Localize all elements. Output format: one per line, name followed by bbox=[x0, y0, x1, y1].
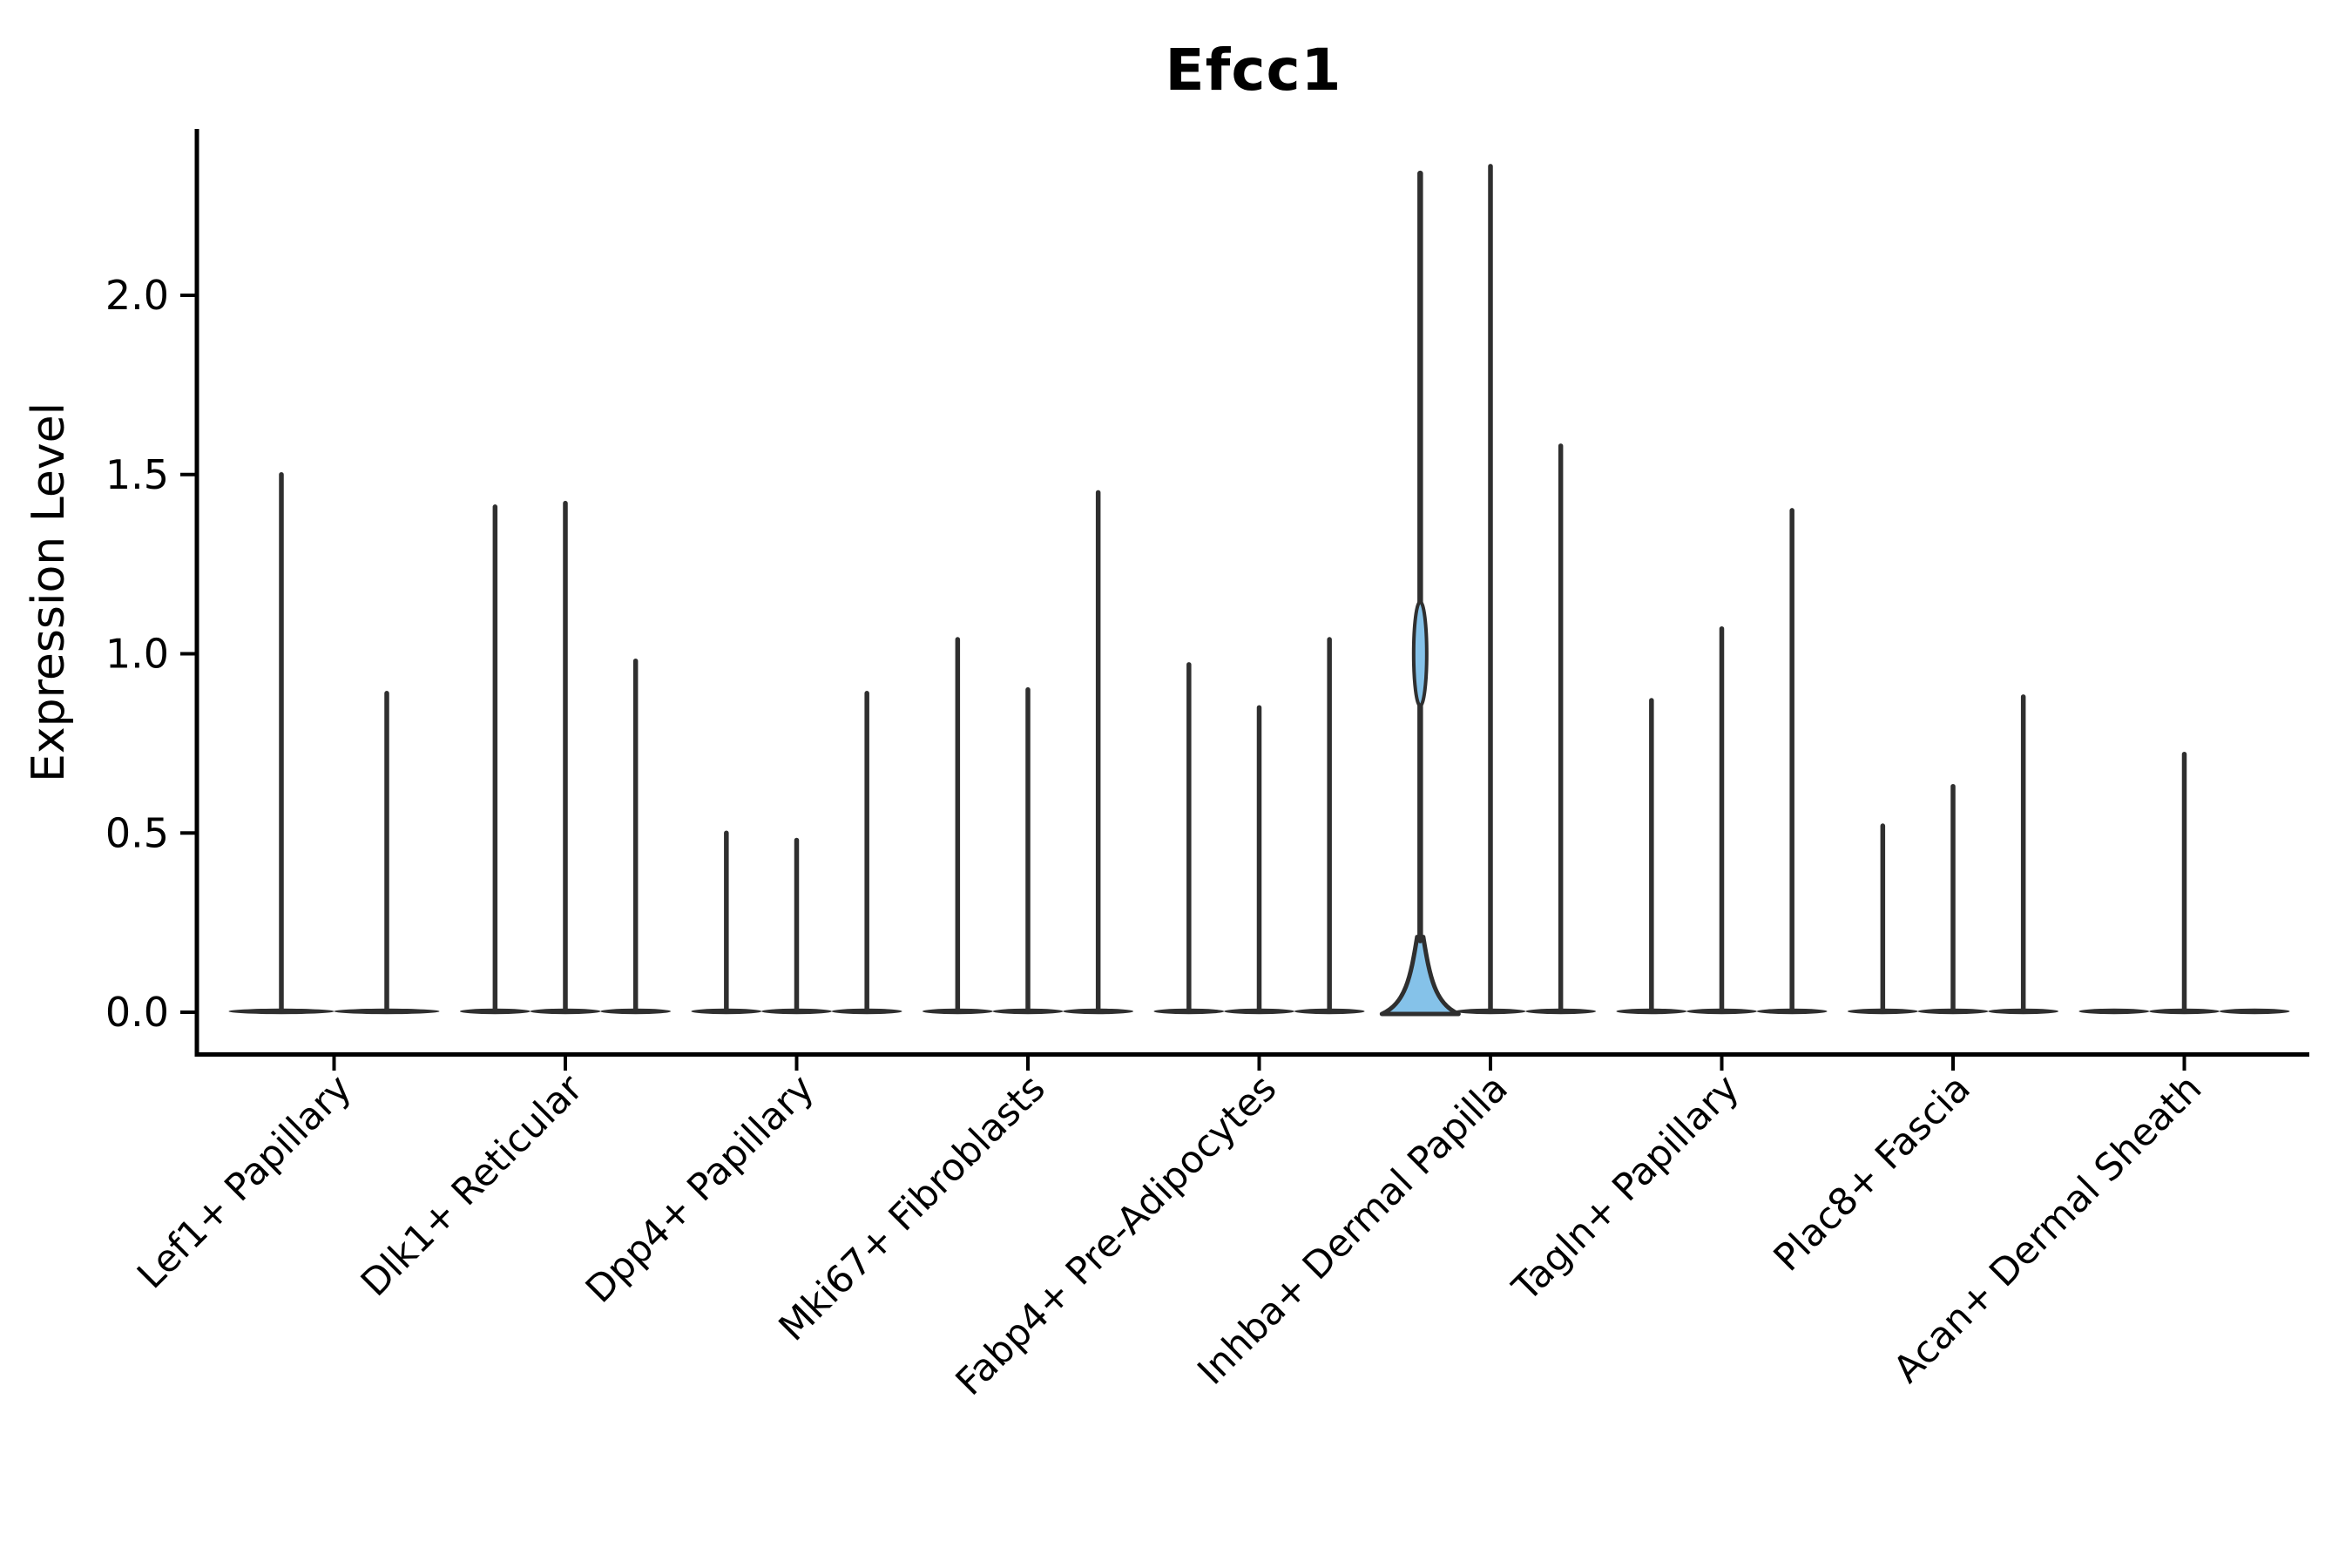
y-tick-label: 2.0 bbox=[105, 272, 169, 319]
y-tick-label: 1.5 bbox=[105, 451, 169, 498]
x-tick-label: Mki67+ Fibroblasts bbox=[771, 1066, 1054, 1349]
highlighted-violin-base bbox=[1379, 935, 1461, 1017]
y-tick-label: 0.5 bbox=[105, 809, 169, 856]
y-tick-label: 0.0 bbox=[105, 989, 169, 1036]
violin-base bbox=[2078, 1008, 2150, 1015]
x-tick-label: Lef1+ Papillary bbox=[129, 1066, 360, 1297]
x-tick-label: Dpp4+ Papillary bbox=[578, 1066, 822, 1311]
violin-base bbox=[2219, 1008, 2290, 1015]
x-tick-label: Plac8+ Fascia bbox=[1766, 1066, 1979, 1280]
highlighted-violin-bulge bbox=[1411, 599, 1429, 708]
y-tick-label: 1.0 bbox=[105, 631, 169, 678]
x-tick-label: Dlk1+ Reticular bbox=[353, 1066, 591, 1305]
x-tick-label: Tagln+ Papillary bbox=[1504, 1066, 1748, 1310]
plot-title: Efcc1 bbox=[1165, 37, 1342, 104]
